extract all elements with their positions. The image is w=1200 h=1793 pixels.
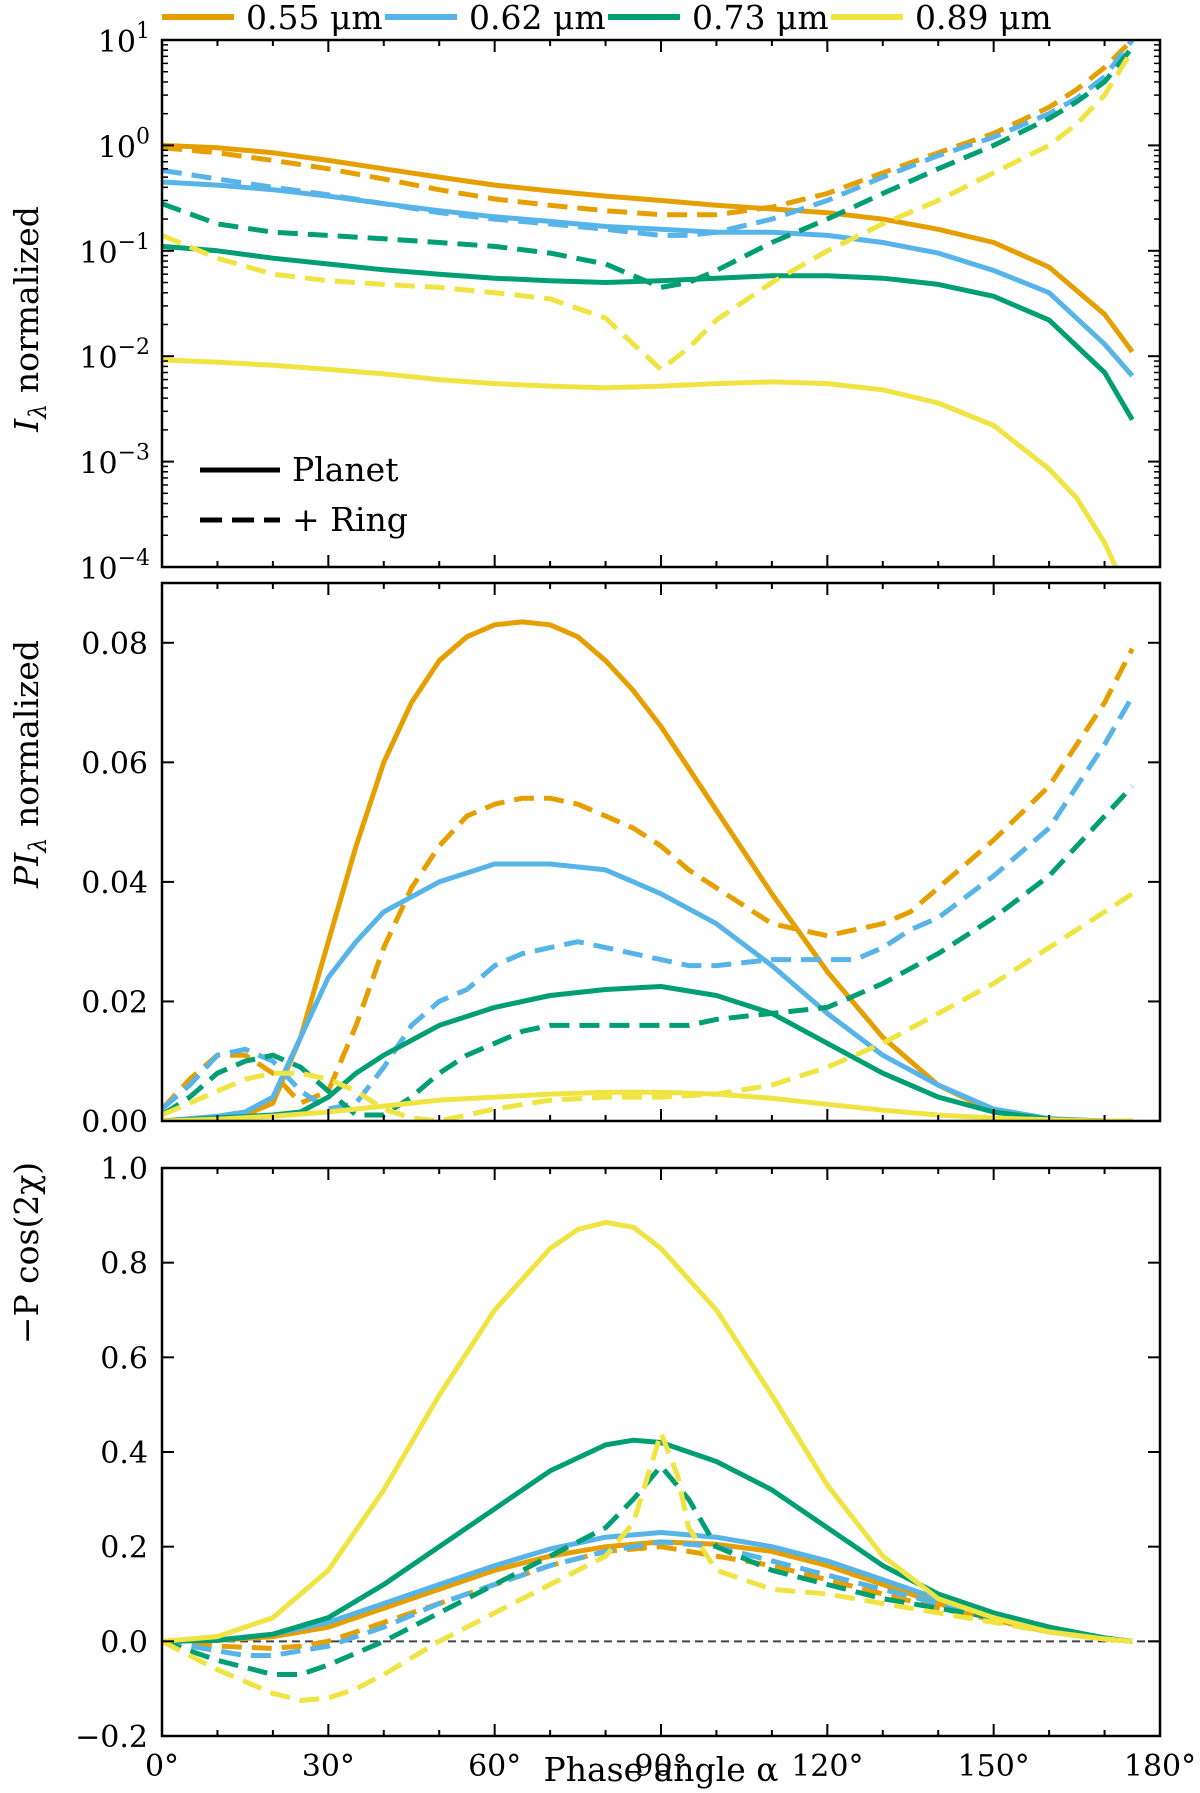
series-line-062-dashed	[162, 695, 1135, 1112]
y-tick-label: 0.8	[100, 1247, 148, 1282]
series-line-055-solid	[162, 619, 1133, 1121]
series-line-055-dashed	[162, 40, 1135, 218]
y-tick-label: 0.0	[100, 1625, 148, 1660]
y-axis-label-intensity: Iλ normalized	[7, 206, 52, 433]
series-line-073-solid	[162, 243, 1135, 421]
x-tick-label: 60°	[468, 1749, 521, 1784]
wavelength-legend: 0.55 μm 0.62 μm 0.73 μm 0.89 μm	[162, 0, 1052, 37]
y-tick-label: 0.4	[100, 1436, 148, 1471]
y-tick-label: 0.06	[81, 746, 148, 781]
series-line-073-dashed	[162, 1463, 1133, 1677]
y-tick-label: 0.6	[100, 1341, 148, 1376]
y-tick-label: 10−1	[79, 230, 150, 271]
style-legend-label: + Ring	[292, 500, 408, 539]
y-tick-label: 0.08	[81, 627, 148, 662]
x-axis-label: Phase angle α	[544, 1750, 779, 1789]
y-tick-label: 10−2	[79, 335, 150, 376]
x-tick-label: 0°	[145, 1749, 179, 1784]
series-line-055-dashed	[162, 647, 1135, 1111]
x-tick-label: 180°	[1124, 1749, 1196, 1784]
x-tick-label: 120°	[791, 1749, 863, 1784]
y-tick-label: 0.00	[81, 1105, 148, 1140]
x-tick-label: 90°	[634, 1749, 687, 1784]
x-tick-label: 150°	[958, 1749, 1030, 1784]
y-tick-label: 10−4	[79, 546, 150, 587]
y-tick-label: 10−3	[79, 441, 150, 482]
series-line-089-dashed	[162, 1430, 1133, 1703]
y-tick-label: 100	[98, 124, 150, 165]
legend-label-089: 0.89 μm	[915, 0, 1052, 37]
series-line-062-solid	[162, 861, 1133, 1121]
intensity-panel: 101 100 10−1 10−2 10−3 10−4 Planet + Ring	[79, 19, 1162, 587]
series-line-073-dashed	[162, 45, 1135, 290]
series-line-073-dashed	[162, 784, 1135, 1118]
style-legend-label: Planet	[292, 450, 398, 489]
polarization-degree-panel: 0° 30° 60° 90° 120° 150° 180° −0.2 0.0 0.2 0.4 0.6 0…	[75, 1152, 1196, 1784]
y-tick-label: 0.04	[81, 866, 148, 901]
series-line-073-solid	[162, 984, 1133, 1121]
y-axis-label-polarized: PIλ normalized	[7, 640, 52, 889]
x-tick-label: 30°	[302, 1749, 355, 1784]
legend-label-055: 0.55 μm	[246, 0, 383, 37]
legend-label-073: 0.73 μm	[692, 0, 829, 37]
series-line-062-dashed	[162, 40, 1135, 238]
polarized-intensity-panel: 0.00 0.02 0.04 0.06 0.08	[81, 581, 1162, 1140]
series-line-089-solid	[162, 1219, 1133, 1644]
y-tick-label: 101	[98, 19, 150, 60]
series-line-073-solid	[162, 1437, 1133, 1644]
series-line-089-dashed	[162, 891, 1134, 1121]
y-tick-label: 0.02	[81, 985, 148, 1020]
series-line-055-solid	[162, 142, 1135, 354]
y-tick-label: −0.2	[75, 1720, 148, 1755]
y-axis-label-pcos: −P cos(2χ)	[7, 1162, 46, 1344]
y-tick-label: 1.0	[100, 1152, 148, 1187]
series-line-089-solid	[162, 357, 1118, 567]
legend-label-062: 0.62 μm	[469, 0, 606, 37]
y-tick-label: 0.2	[100, 1531, 148, 1566]
series-line-089-dashed	[162, 48, 1135, 372]
plot-frame	[160, 581, 1162, 1123]
series-line-062-dashed	[162, 1539, 1133, 1658]
